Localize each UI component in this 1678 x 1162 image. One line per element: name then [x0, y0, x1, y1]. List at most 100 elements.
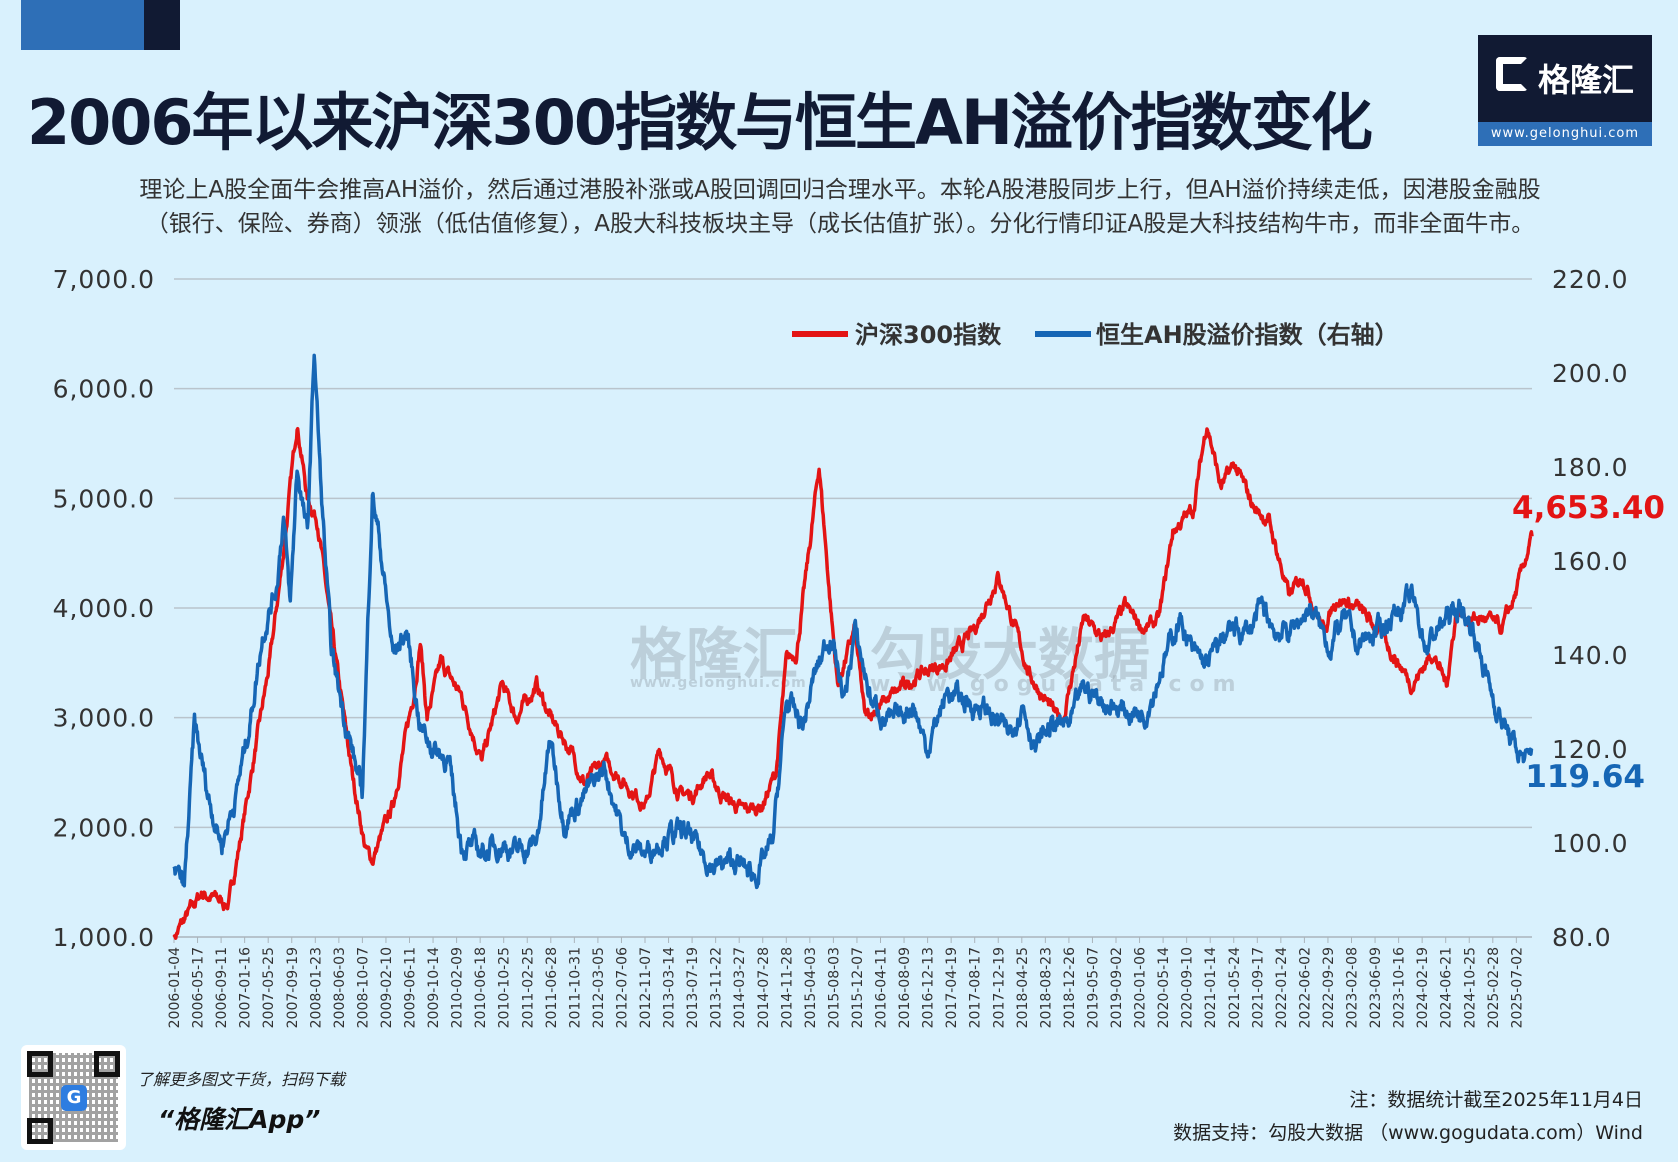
x-axis-tick-label: 2022-06-02	[1297, 947, 1313, 1028]
chart-legend: 沪深300指数 恒生AH股溢价指数（右轴）	[792, 321, 1399, 349]
x-axis-tick-label: 2009-06-11	[403, 947, 419, 1028]
right-axis-tick-label: 120.0	[1552, 735, 1629, 764]
x-axis-tick-label: 2008-06-03	[332, 947, 348, 1028]
x-axis-tick-label: 2006-05-17	[191, 947, 207, 1028]
right-axis-tick-label: 220.0	[1552, 265, 1629, 294]
x-axis-tick-label: 2022-09-29	[1321, 947, 1337, 1028]
x-axis-tick-label: 2014-07-28	[756, 947, 772, 1028]
x-axis-tick-label: 2008-10-07	[355, 947, 371, 1028]
x-axis-tick-label: 2018-08-23	[1038, 947, 1054, 1028]
x-axis-tick-label: 2016-12-13	[921, 947, 937, 1028]
right-axis-tick-label: 80.0	[1552, 923, 1612, 952]
x-axis-tick-label: 2020-01-06	[1133, 947, 1149, 1028]
x-axis-tick-label: 2010-02-09	[450, 947, 466, 1028]
qr-finder	[27, 1051, 53, 1077]
gelonghui-app-icon: G	[61, 1085, 87, 1111]
x-axis-tick-label: 2017-04-19	[944, 947, 960, 1028]
subtitle-line-2: （银行、保险、券商）领涨（低估值修复），A股大科技板块主导（成长估值扩张）。分化…	[145, 211, 1535, 237]
left-axis-tick-label: 7,000.0	[53, 265, 155, 294]
x-axis-tick-label: 2008-01-23	[308, 947, 324, 1028]
left-axis-tick-label: 4,000.0	[53, 594, 155, 623]
gelonghui-logo[interactable]: 格隆汇 www.gelonghui.com	[1478, 35, 1652, 146]
x-axis-tick-label: 2007-09-19	[285, 947, 301, 1028]
x-axis-tick-label: 2011-10-31	[567, 947, 583, 1028]
x-axis-tick-label: 2017-12-19	[991, 947, 1007, 1028]
x-axis-tick-label: 2007-05-25	[261, 947, 277, 1028]
x-axis-tick-label: 2009-10-14	[426, 947, 442, 1028]
app-qr-code[interactable]: G	[21, 1045, 126, 1150]
data-source: 数据支持：勾股大数据 （www.gogudata.com）Wind	[1173, 1122, 1643, 1144]
x-axis-tick-label: 2006-01-04	[167, 947, 183, 1028]
x-axis-tick-label: 2009-02-10	[379, 947, 395, 1028]
qr-finder	[27, 1118, 53, 1144]
watermark-gelonghui: 格隆汇	[630, 623, 798, 688]
x-axis-tick-label: 2023-02-08	[1345, 947, 1361, 1028]
logo-g-icon	[1496, 57, 1528, 91]
x-axis-tick-label: 2006-09-11	[214, 947, 230, 1028]
x-axis-tick-label: 2014-03-27	[732, 947, 748, 1028]
x-axis-tick-label: 2023-10-16	[1392, 947, 1408, 1028]
ah-premium-line	[172, 353, 1534, 890]
x-axis-tick-label: 2021-01-14	[1203, 947, 1219, 1028]
header-accent-blue	[21, 0, 144, 50]
x-axis-tick-label: 2018-04-25	[1015, 947, 1031, 1028]
x-axis-tick-label: 2024-10-25	[1462, 947, 1478, 1028]
x-axis-tick-label: 2013-03-14	[662, 947, 678, 1028]
left-axis-tick-label: 2,000.0	[53, 813, 155, 842]
right-axis-tick-label: 140.0	[1552, 641, 1629, 670]
left-axis-tick-label: 5,000.0	[53, 484, 155, 513]
x-axis-tick-label: 2012-03-05	[591, 947, 607, 1028]
x-axis-tick-label: 2019-05-07	[1085, 947, 1101, 1028]
x-axis-tick-label: 2016-08-09	[897, 947, 913, 1028]
x-axis-tick-label: 2023-06-09	[1368, 947, 1384, 1028]
x-axis-tick-label: 2012-07-06	[614, 947, 630, 1028]
legend-label-hs300: 沪深300指数	[855, 321, 1002, 349]
x-axis-tick-label: 2016-04-11	[874, 947, 890, 1028]
x-axis-tick-label: 2011-02-25	[520, 947, 536, 1028]
x-axis-tick-label: 2024-06-21	[1439, 947, 1455, 1028]
x-axis-tick-label: 2024-02-19	[1415, 947, 1431, 1028]
x-axis-tick-label: 2012-11-07	[638, 947, 654, 1028]
x-axis-tick-label: 2015-04-03	[803, 947, 819, 1028]
subtitle-line-1: 理论上A股全面牛会推高AH溢价，然后通过港股补涨或A股回调回归合理水平。本轮A股…	[139, 177, 1541, 203]
x-axis-tick-label: 2025-07-02	[1509, 947, 1525, 1028]
ah-last-value: 119.64	[1525, 759, 1645, 795]
x-axis-tick-label: 2007-01-16	[238, 947, 254, 1028]
x-axis-tick-label: 2025-02-28	[1486, 947, 1502, 1028]
x-axis-tick-label: 2017-08-17	[968, 947, 984, 1028]
header-accent-dark	[144, 0, 180, 50]
watermark-gogudata-url: www.gogudata.com	[870, 672, 1244, 697]
logo-url: www.gelonghui.com	[1478, 122, 1652, 146]
x-axis-tick-label: 2013-11-22	[709, 947, 725, 1028]
logo-name: 格隆汇	[1538, 61, 1635, 99]
hs300-line	[172, 426, 1534, 940]
page-title: 2006年以来沪深300指数与恒生AH溢价指数变化	[27, 86, 1373, 159]
x-axis-tick-label: 2022-01-24	[1274, 947, 1290, 1028]
x-axis-tick-label: 2015-08-03	[826, 947, 842, 1028]
x-axis-tick-label: 2020-09-10	[1180, 947, 1196, 1028]
right-axis-tick-label: 100.0	[1552, 829, 1629, 858]
x-axis-tick-label: 2013-07-19	[685, 947, 701, 1028]
x-axis-tick-label: 2019-09-02	[1109, 947, 1125, 1028]
x-axis-tick-label: 2020-05-14	[1156, 947, 1172, 1028]
right-axis-tick-label: 200.0	[1552, 359, 1629, 388]
x-axis-tick-label: 2010-06-18	[473, 947, 489, 1028]
right-axis-tick-label: 180.0	[1552, 453, 1629, 482]
x-axis-tick-label: 2010-10-25	[497, 947, 513, 1028]
legend-label-ah: 恒生AH股溢价指数（右轴）	[1096, 321, 1399, 349]
x-axis-tick-label: 2015-12-07	[850, 947, 866, 1028]
x-axis-tick-label: 2021-05-24	[1227, 947, 1243, 1028]
x-axis-tick-label: 2018-12-26	[1062, 947, 1078, 1028]
left-axis-tick-label: 3,000.0	[53, 704, 155, 733]
watermark-gelonghui-url: www.gelonghui.com	[630, 675, 807, 691]
promo-text: 了解更多图文干货，扫码下载	[137, 1070, 346, 1089]
qr-finder	[94, 1051, 120, 1077]
x-axis-tick-label: 2021-09-17	[1250, 947, 1266, 1028]
x-axis-tick-label: 2014-11-28	[779, 947, 795, 1028]
x-axis-tick-label: 2011-06-28	[544, 947, 560, 1028]
app-name: “格隆汇App”	[158, 1105, 321, 1134]
right-axis-tick-label: 160.0	[1552, 547, 1629, 576]
hs300-last-value: 4,653.40	[1512, 490, 1665, 526]
data-cutoff-note: 注：数据统计截至2025年11月4日	[1349, 1089, 1643, 1111]
